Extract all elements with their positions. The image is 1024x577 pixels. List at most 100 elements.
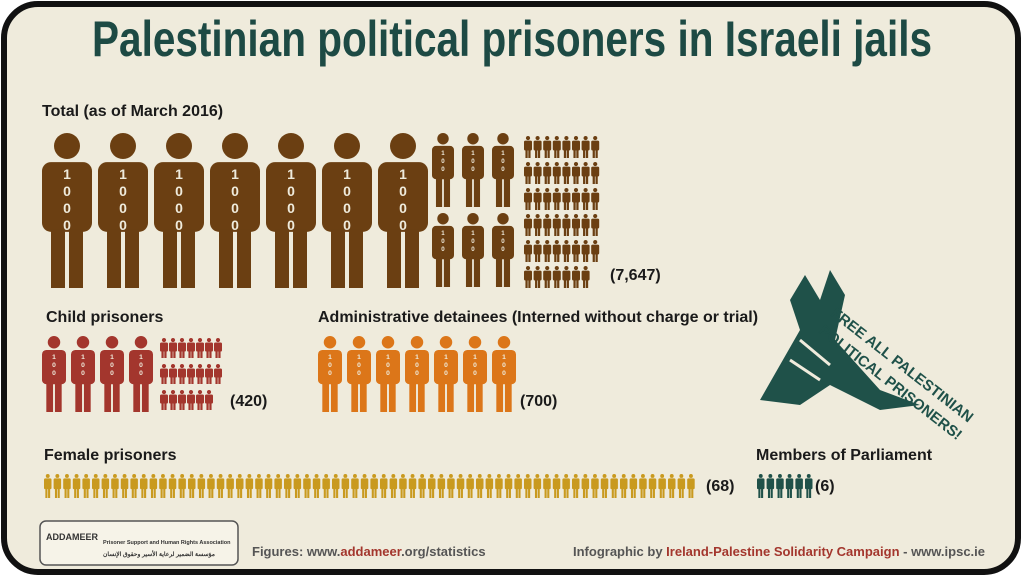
icon-body xyxy=(524,192,532,203)
icon-leg xyxy=(547,252,550,262)
person-icon xyxy=(600,474,609,498)
icon-leg xyxy=(153,487,156,498)
icon-head xyxy=(797,474,802,478)
icon-leg xyxy=(554,278,557,288)
person-icon xyxy=(312,474,321,498)
person-icon xyxy=(533,214,542,236)
icon-head xyxy=(45,474,50,478)
icon-body xyxy=(378,162,428,232)
person-icon xyxy=(533,266,542,288)
icon-leg xyxy=(124,487,127,498)
icon-body xyxy=(187,342,195,352)
icon-leg xyxy=(435,177,443,207)
icon-leg xyxy=(475,382,483,412)
icon-leg xyxy=(170,401,173,410)
icon-body xyxy=(514,478,522,490)
section-label: Members of Parliament xyxy=(756,447,933,464)
icon-head xyxy=(437,133,449,145)
icon-body xyxy=(591,192,600,203)
icon-leg xyxy=(595,174,598,184)
icon-body xyxy=(572,166,580,177)
icon-leg xyxy=(364,487,367,498)
icon-leg xyxy=(691,487,694,498)
person-icon xyxy=(360,474,369,498)
icon-body xyxy=(214,368,222,378)
icon-head xyxy=(583,240,588,245)
icon-leg xyxy=(573,200,576,210)
icon-body xyxy=(462,225,484,260)
person-icon xyxy=(216,474,225,498)
icon-leg xyxy=(537,252,541,262)
person-icon xyxy=(178,338,186,358)
icon-leg xyxy=(630,487,634,498)
person-icon xyxy=(572,474,580,498)
icon-body xyxy=(600,478,609,490)
person-icon xyxy=(572,214,580,236)
icon-leg xyxy=(74,487,77,498)
icon-leg xyxy=(499,487,502,498)
source: Figures: www.addameer.org/statistics xyxy=(252,544,486,559)
icon-body xyxy=(795,478,803,490)
icon-leg xyxy=(573,148,576,158)
icon-body xyxy=(562,478,570,490)
icon-unit: 1000 xyxy=(283,166,299,234)
icon-leg xyxy=(45,487,48,498)
icon-head xyxy=(343,474,348,478)
icon-body xyxy=(120,478,129,490)
icon-leg xyxy=(182,349,185,358)
person-icon xyxy=(687,474,695,498)
person-icon xyxy=(408,474,417,498)
icon-head xyxy=(84,474,89,478)
icon-leg xyxy=(141,382,149,412)
person-icon: 100 xyxy=(432,213,454,287)
icon-body xyxy=(100,350,124,385)
icon-leg xyxy=(563,252,567,262)
icon-leg xyxy=(409,382,417,412)
icon-unit: 100 xyxy=(500,230,507,254)
icon-leg xyxy=(467,487,470,498)
person-icon xyxy=(562,136,571,158)
person-icon xyxy=(178,364,186,384)
person-icon: 1000 xyxy=(98,133,148,288)
icon-leg xyxy=(585,252,589,262)
icon-leg xyxy=(164,375,167,384)
icon-leg xyxy=(384,487,387,498)
icon-head xyxy=(285,474,290,478)
person-icon xyxy=(629,474,638,498)
person-icon xyxy=(581,214,590,236)
icon-leg xyxy=(537,487,540,498)
person-icon xyxy=(572,136,580,158)
person-icon: 100 xyxy=(492,133,514,207)
icon-leg xyxy=(293,229,307,288)
icon-leg xyxy=(218,375,221,384)
person-icon xyxy=(284,474,292,498)
person-icon xyxy=(196,364,204,384)
icon-body xyxy=(160,342,168,352)
icon-leg xyxy=(197,401,200,410)
icon-leg xyxy=(191,349,194,358)
icon-body xyxy=(82,478,90,490)
icon-leg xyxy=(535,174,538,184)
icon-body xyxy=(92,478,100,490)
icon-leg xyxy=(249,487,252,498)
icon-head xyxy=(545,474,549,478)
icon-head xyxy=(525,136,531,141)
icon-body xyxy=(351,478,359,490)
icon-body xyxy=(332,478,340,490)
person-icon xyxy=(111,474,119,498)
icon-leg xyxy=(576,200,579,210)
icon-leg xyxy=(537,278,541,288)
person-icon xyxy=(196,338,204,358)
icon-leg xyxy=(54,382,62,412)
icon-body xyxy=(178,368,186,378)
icon-body xyxy=(160,394,168,404)
icon-body xyxy=(687,478,695,490)
person-icon xyxy=(543,136,552,158)
icon-head xyxy=(437,213,449,225)
icon-leg xyxy=(331,229,345,288)
person-icon xyxy=(639,474,647,498)
icon-leg xyxy=(573,487,576,498)
icon-leg xyxy=(218,349,221,358)
icon-body xyxy=(562,166,571,177)
icon-head xyxy=(134,336,148,349)
